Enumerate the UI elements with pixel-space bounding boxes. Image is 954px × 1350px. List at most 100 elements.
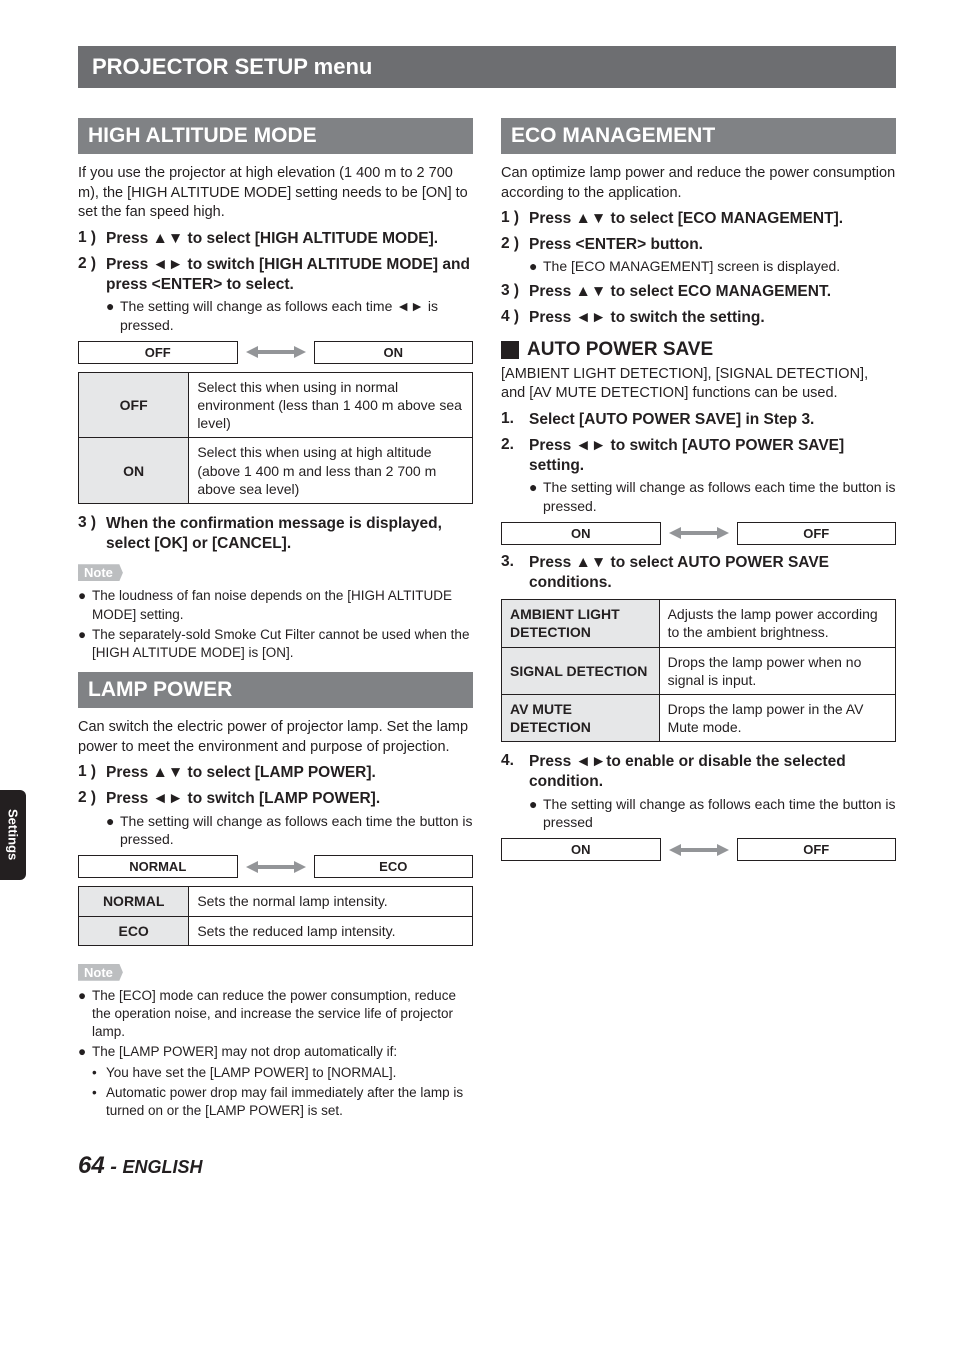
bullet-dot: ●	[529, 478, 543, 516]
footer-sep: -	[105, 1156, 123, 1178]
step-number: 1.	[501, 410, 529, 430]
step-number: 2 )	[78, 789, 106, 809]
step-text: Press ◄►to enable or disable the selecte…	[529, 752, 896, 792]
intro-text: Can optimize lamp power and reduce the p…	[501, 164, 896, 203]
step-text: Select [AUTO POWER SAVE] in Step 3.	[529, 410, 896, 430]
heading-eco-management: ECO MANAGEMENT	[501, 118, 896, 154]
subnote-text: Automatic power drop may fail immediatel…	[106, 1084, 473, 1120]
bullet-text: The setting will change as follows each …	[120, 297, 473, 335]
table-val: Sets the reduced lamp intensity.	[189, 916, 473, 945]
intro-text: Can switch the electric power of project…	[78, 718, 473, 757]
table-row: AMBIENT LIGHT DETECTIONAdjusts the lamp …	[502, 600, 896, 647]
toggle-right: ECO	[314, 855, 474, 878]
table-key: NORMAL	[79, 887, 189, 916]
table-row: ONSelect this when using at high altitud…	[79, 438, 473, 504]
toggle-diagram: NORMAL ECO	[78, 855, 473, 878]
bullet-text: The setting will change as follows each …	[543, 478, 896, 516]
step-number: 3 )	[78, 514, 106, 554]
sub-intro-text: [AMBIENT LIGHT DETECTION], [SIGNAL DETEC…	[501, 365, 896, 404]
table-row: ECOSets the reduced lamp intensity.	[79, 916, 473, 945]
chapter-title: PROJECTOR SETUP menu	[78, 46, 896, 88]
page-footer: 64 - ENGLISH	[78, 1152, 896, 1180]
step-text: Press ▲▼ to select ECO MANAGEMENT.	[529, 282, 896, 302]
heading-high-altitude-mode: HIGH ALTITUDE MODE	[78, 118, 473, 154]
bullet-text: The setting will change as follows each …	[543, 795, 896, 833]
page-number: 64	[78, 1152, 105, 1179]
bullet-dot: ●	[529, 257, 543, 276]
square-bullet-icon	[501, 341, 519, 359]
bullet-text: The setting will change as follows each …	[120, 812, 473, 850]
table-key: ECO	[79, 916, 189, 945]
step-text: Press ◄► to switch [LAMP POWER].	[106, 789, 473, 809]
toggle-left: OFF	[78, 341, 238, 364]
toggle-right: OFF	[737, 522, 897, 545]
bullet-text: The [ECO MANAGEMENT] screen is displayed…	[543, 257, 840, 276]
table-val: Select this when using at high altitude …	[189, 438, 473, 504]
toggle-diagram: ON OFF	[501, 838, 896, 861]
step-number: 4.	[501, 752, 529, 792]
bullet-dot: ●	[529, 795, 543, 833]
options-table: AMBIENT LIGHT DETECTIONAdjusts the lamp …	[501, 599, 896, 742]
double-arrow-icon	[669, 843, 729, 857]
step-text: Press <ENTER> button.	[529, 235, 896, 255]
step-text: When the confirmation message is display…	[106, 514, 473, 554]
table-val: Sets the normal lamp intensity.	[189, 887, 473, 916]
step-text: Press ◄► to switch [AUTO POWER SAVE] set…	[529, 436, 896, 476]
toggle-right: OFF	[737, 838, 897, 861]
toggle-diagram: ON OFF	[501, 522, 896, 545]
table-key: AMBIENT LIGHT DETECTION	[502, 600, 660, 647]
heading-lamp-power: LAMP POWER	[78, 672, 473, 708]
table-key: ON	[79, 438, 189, 504]
bullet-dot: ●	[78, 587, 92, 623]
note-text: The [LAMP POWER] may not drop automatica…	[92, 1043, 397, 1061]
step-text: Press ▲▼ to select [ECO MANAGEMENT].	[529, 209, 896, 229]
step-number: 4 )	[501, 308, 529, 328]
toggle-left: NORMAL	[78, 855, 238, 878]
table-row: AV MUTE DETECTIONDrops the lamp power in…	[502, 694, 896, 741]
options-table: OFFSelect this when using in normal envi…	[78, 372, 473, 504]
intro-text: If you use the projector at high elevati…	[78, 164, 473, 223]
table-key: SIGNAL DETECTION	[502, 647, 660, 694]
step-number: 1 )	[78, 229, 106, 249]
bullet-dot: ●	[78, 626, 92, 662]
step-number: 2.	[501, 436, 529, 476]
step-number: 3.	[501, 553, 529, 593]
double-arrow-icon	[246, 860, 306, 874]
bullet-dot: •	[92, 1064, 106, 1082]
toggle-left: ON	[501, 522, 661, 545]
table-row: SIGNAL DETECTIONDrops the lamp power whe…	[502, 647, 896, 694]
table-key: OFF	[79, 372, 189, 438]
side-tab-settings: Settings	[0, 790, 26, 880]
step-number: 3 )	[501, 282, 529, 302]
footer-language: ENGLISH	[122, 1157, 202, 1177]
step-number: 2 )	[78, 255, 106, 295]
step-text: Press ▲▼ to select [LAMP POWER].	[106, 763, 473, 783]
table-row: NORMALSets the normal lamp intensity.	[79, 887, 473, 916]
bullet-dot: •	[92, 1084, 106, 1120]
bullet-dot: ●	[78, 1043, 92, 1061]
note-text: The [ECO] mode can reduce the power cons…	[92, 987, 473, 1042]
bullet-dot: ●	[78, 987, 92, 1042]
step-text: Press ◄► to switch the setting.	[529, 308, 896, 328]
bullet-dot: ●	[106, 297, 120, 335]
step-text: Press ◄► to switch [HIGH ALTITUDE MODE] …	[106, 255, 473, 295]
double-arrow-icon	[669, 526, 729, 540]
table-val: Drops the lamp power when no signal is i…	[659, 647, 895, 694]
bullet-dot: ●	[106, 812, 120, 850]
table-val: Adjusts the lamp power according to the …	[659, 600, 895, 647]
subheading-auto-power-save: AUTO POWER SAVE	[527, 339, 713, 361]
note-text: The separately-sold Smoke Cut Filter can…	[92, 626, 473, 662]
note-label: Note	[78, 964, 123, 981]
toggle-right: ON	[314, 341, 474, 364]
options-table: NORMALSets the normal lamp intensity. EC…	[78, 886, 473, 945]
table-row: OFFSelect this when using in normal envi…	[79, 372, 473, 438]
step-number: 1 )	[501, 209, 529, 229]
note-text: The loudness of fan noise depends on the…	[92, 587, 473, 623]
step-number: 2 )	[501, 235, 529, 255]
subnote-text: You have set the [LAMP POWER] to [NORMAL…	[106, 1064, 396, 1082]
step-text: Press ▲▼ to select [HIGH ALTITUDE MODE].	[106, 229, 473, 249]
note-label: Note	[78, 564, 123, 581]
table-val: Drops the lamp power in the AV Mute mode…	[659, 694, 895, 741]
double-arrow-icon	[246, 345, 306, 359]
table-key: AV MUTE DETECTION	[502, 694, 660, 741]
